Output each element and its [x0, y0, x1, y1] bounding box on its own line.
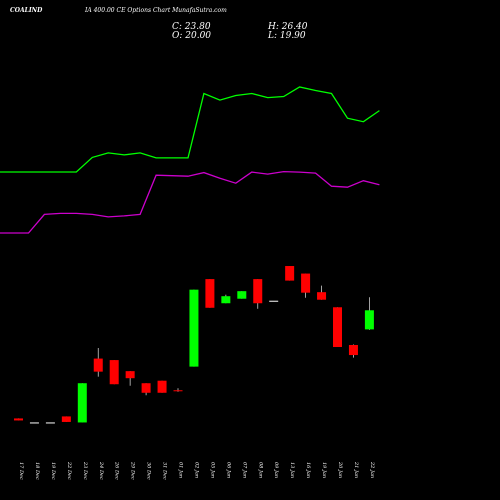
open-value: O: 20.00 — [172, 31, 212, 41]
x-tick-label: 16 Jan — [305, 462, 311, 478]
x-tick-label: 06 Jan — [225, 462, 231, 478]
candle-body — [109, 360, 119, 385]
ticker-label: COALIND — [10, 7, 43, 14]
candle-body — [29, 422, 39, 424]
candle-body — [93, 358, 103, 372]
low-value: L: 19.90 — [268, 31, 306, 41]
candle-body — [269, 300, 279, 302]
candle-body — [205, 279, 215, 308]
candle-body — [61, 416, 71, 422]
candle-body — [348, 344, 358, 356]
candle-body — [141, 383, 151, 393]
x-tick-label: 09 Jan — [273, 462, 279, 478]
candle-body — [77, 383, 87, 423]
candle-body — [221, 296, 231, 304]
candle-body — [45, 422, 55, 424]
candle-body — [189, 289, 199, 367]
x-tick-label: 30 Dec — [146, 462, 152, 480]
x-axis-labels: 17 Dec 18 Dec 19 Dec 22 Dec 23 Dec 24 Dec 26 D… — [18, 461, 375, 480]
x-tick-label: 13 Jan — [289, 462, 295, 478]
candle-body — [317, 292, 327, 300]
candle-body — [364, 310, 374, 330]
upper-band-line — [0, 86, 380, 173]
x-tick-label: 22 Dec — [66, 461, 72, 480]
x-tick-label: 24 Dec — [98, 461, 104, 480]
x-tick-label: 18 Dec — [34, 462, 40, 480]
x-tick-label: 08 Jan — [257, 462, 263, 478]
candle-body — [333, 307, 342, 348]
candle-body — [157, 380, 167, 393]
candle-body — [285, 266, 295, 281]
x-tick-label: 07 Jan — [241, 462, 247, 478]
x-tick-label: 23 Dec — [82, 461, 88, 480]
candle-body — [253, 279, 263, 304]
high-value: H: 26.40 — [268, 22, 308, 32]
x-tick-label: 19 Dec — [50, 462, 56, 480]
x-tick-label: 31 Dec — [162, 462, 168, 480]
candles-layer — [14, 266, 374, 424]
x-tick-label: 01 Jan — [178, 462, 184, 478]
candle-body — [125, 371, 135, 379]
x-tick-label: 05 Jan — [209, 462, 215, 478]
chart-subtitle: IA 400.00 CE Options Chart MunafaSutra.c… — [85, 7, 227, 14]
candle-body — [301, 273, 311, 293]
x-tick-label: 22 Jan — [369, 461, 375, 478]
candle-body — [14, 418, 23, 421]
x-tick-label: 26 Dec — [114, 461, 120, 480]
close-value: C: 23.80 — [172, 22, 211, 32]
bands-layer — [0, 86, 380, 234]
candle-body — [237, 291, 247, 299]
x-tick-label: 17 Dec — [18, 462, 24, 480]
x-tick-label: 19 Jan — [321, 462, 327, 478]
candle-body — [173, 390, 183, 392]
x-tick-label: 02 Jan — [193, 462, 199, 478]
lower-band-line — [0, 170, 380, 234]
x-tick-label: 21 Jan — [353, 461, 359, 478]
x-tick-label: 29 Dec — [130, 461, 136, 480]
x-tick-label: 20 Jan — [337, 461, 343, 478]
